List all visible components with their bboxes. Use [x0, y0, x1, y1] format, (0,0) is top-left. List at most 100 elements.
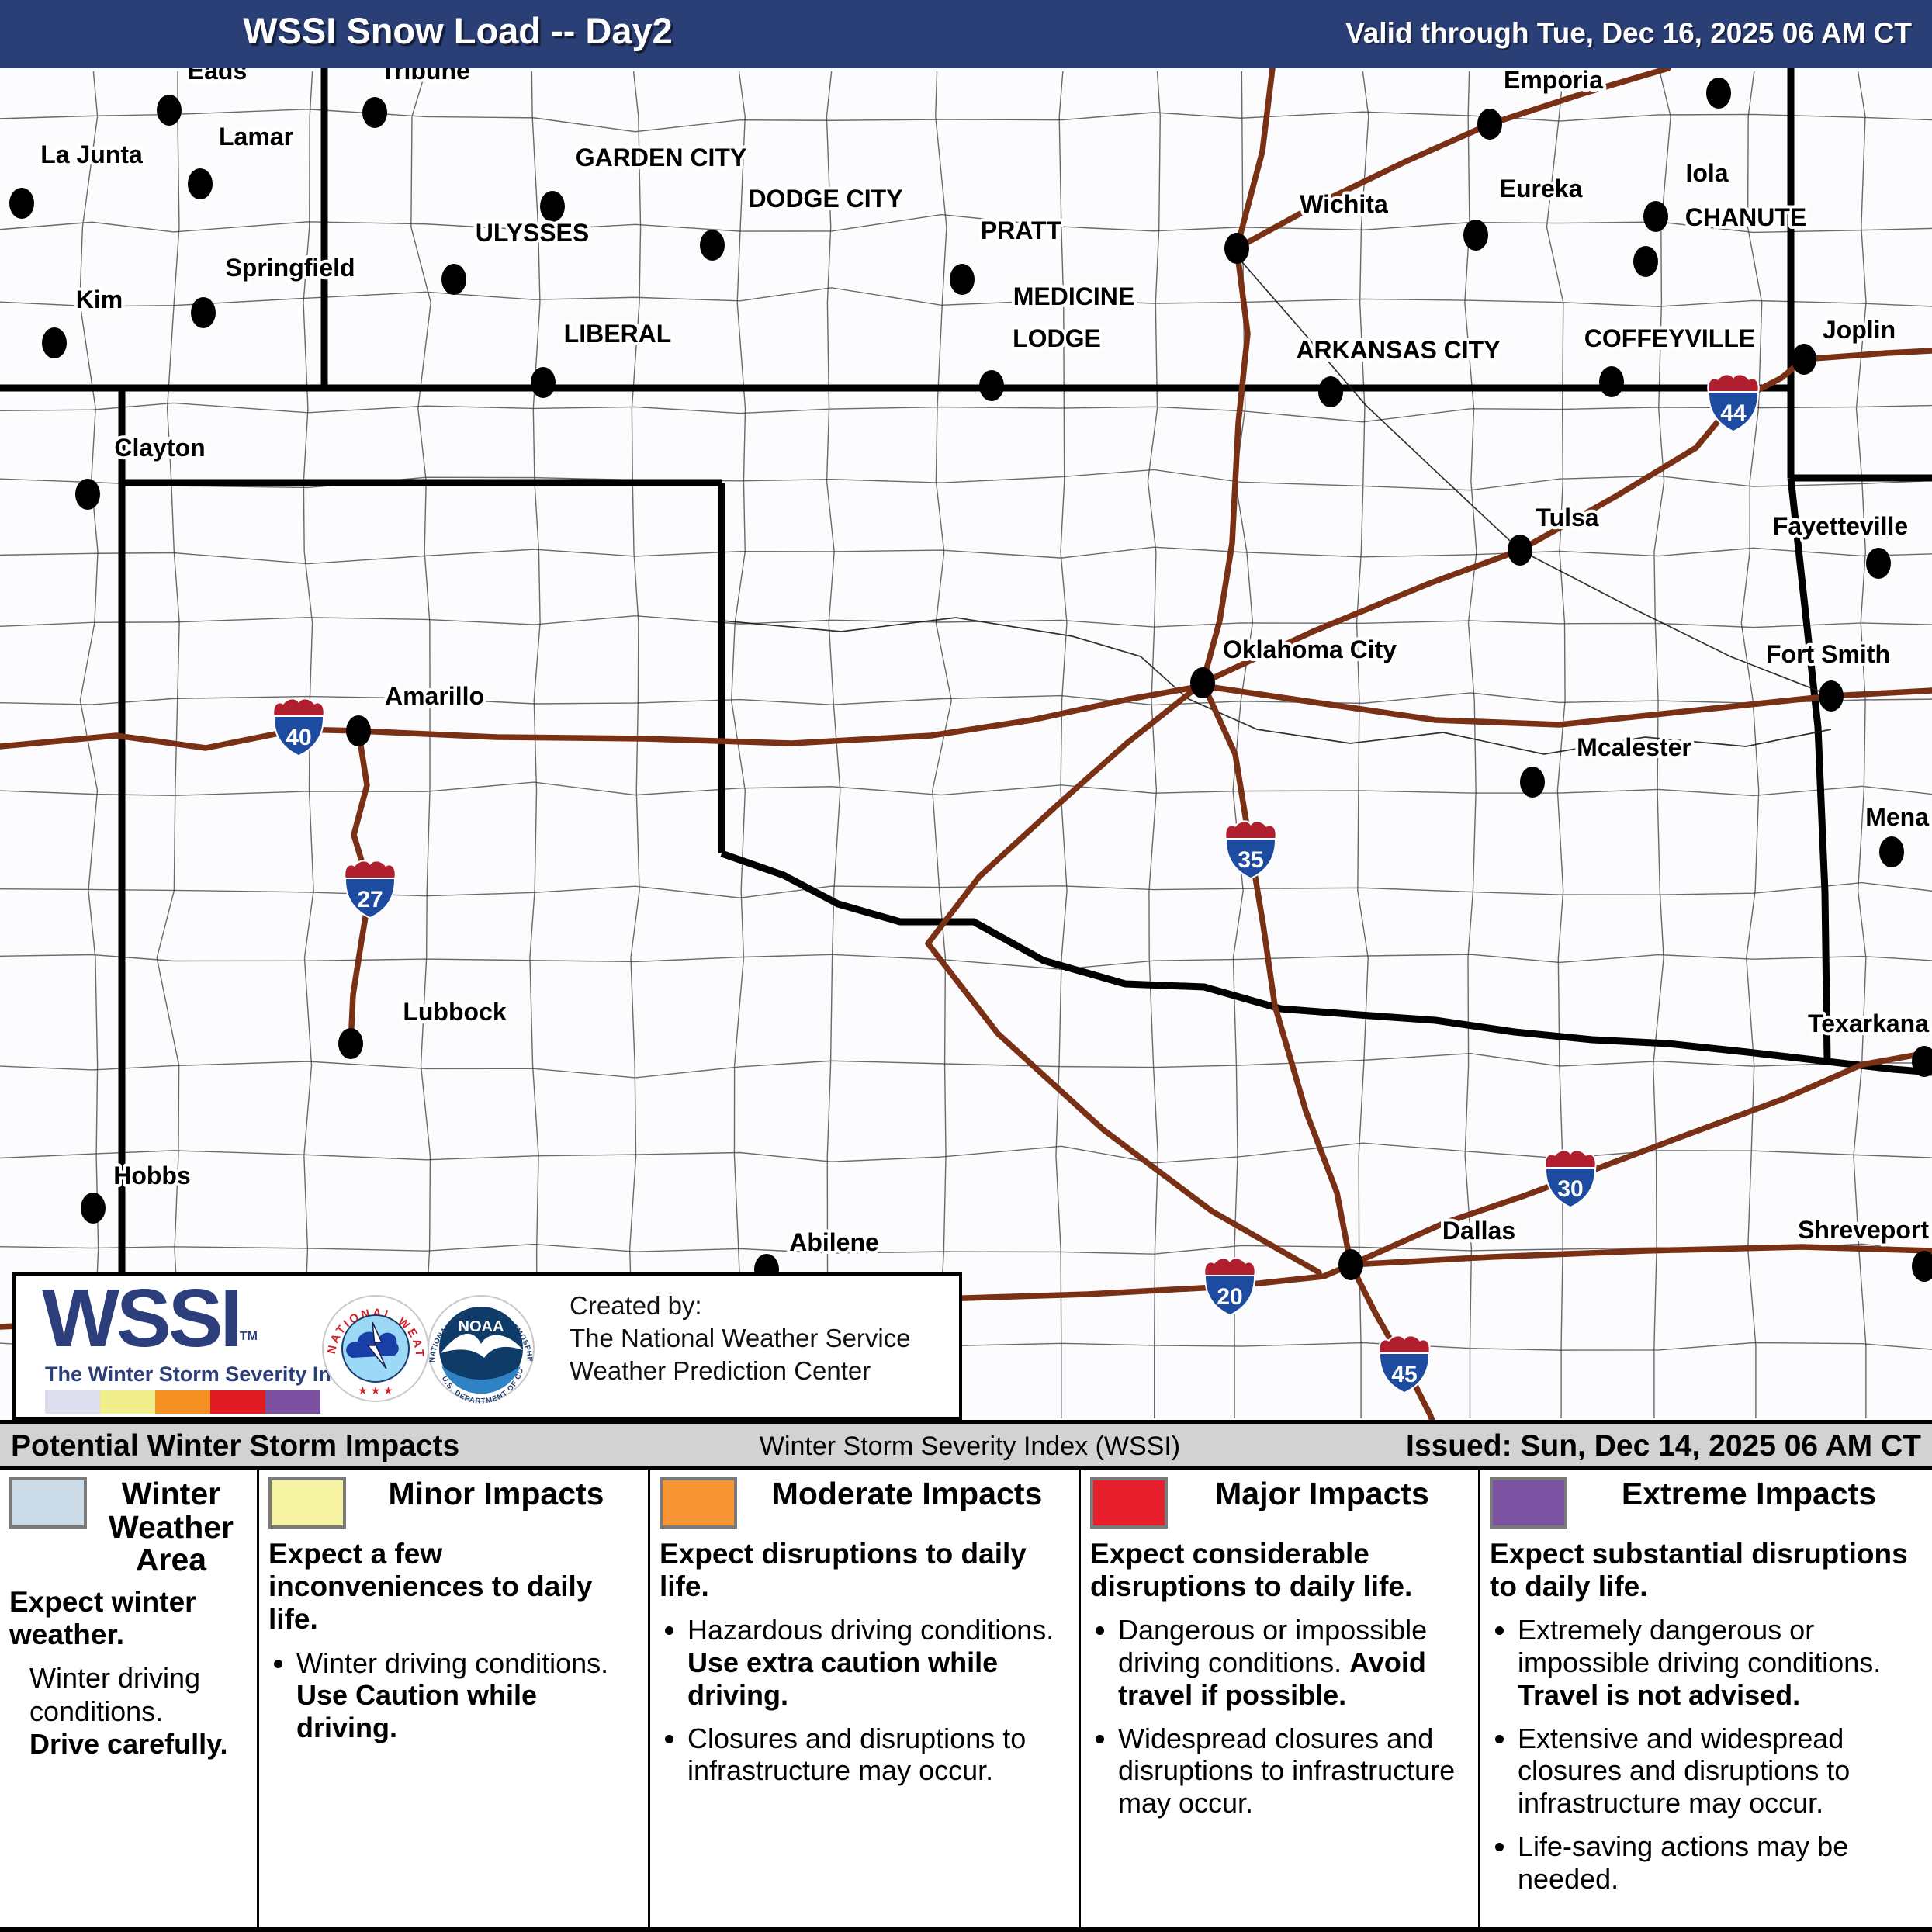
river-line	[721, 617, 1832, 755]
city-dot-pratt	[950, 264, 975, 295]
city-label: Lubbock	[403, 998, 507, 1026]
interstate-road	[1348, 1049, 1932, 1268]
legend-bullet: Closures and disruptions to infrastructu…	[687, 1723, 1068, 1788]
legend-column-major-impacts: Major Impacts Expect considerable disrupt…	[1079, 1470, 1478, 1927]
city-label: Lamar	[219, 123, 293, 151]
city-label: Amarillo	[385, 682, 484, 710]
interstate-shield-44: 44	[1707, 373, 1760, 432]
legend-bullet: Winter driving conditions. Use Caution w…	[296, 1647, 637, 1744]
legend-column-minor-impacts: Minor Impacts Expect a few inconveniences…	[257, 1470, 648, 1927]
svg-text:45: 45	[1391, 1362, 1417, 1387]
city-dot-arkansas-city	[1318, 376, 1343, 407]
city-dot-clayton	[75, 479, 100, 510]
legend-bullet: Life-saving actions may be needed.	[1518, 1830, 1921, 1896]
city-dot-eureka	[1463, 220, 1488, 251]
city-dot-liberal	[531, 367, 556, 398]
city-dot-ulysses	[441, 264, 466, 295]
interstate-shield-27: 27	[344, 860, 396, 919]
legend-column-winter-weather-area: Winter Weather Area Expect winter weather…	[0, 1470, 257, 1927]
city-label: Tribune	[380, 68, 470, 85]
interstate-shield-20: 20	[1203, 1257, 1256, 1316]
city-dot-wichita	[1224, 233, 1249, 264]
city-label: CHANUTE	[1685, 203, 1806, 231]
city-label: Eads	[188, 68, 247, 85]
issued-label: Issued: Sun, Dec 14, 2025 06 AM CT	[1406, 1429, 1921, 1463]
city-markers: Eads Tribune La Junta Lamar Springfield Kim Cl…	[9, 68, 1932, 1285]
city-label: Emporia	[1504, 68, 1603, 94]
legend-swatch	[1090, 1477, 1168, 1529]
state-border-line	[720, 850, 1932, 1076]
severity-color-cell	[210, 1390, 265, 1414]
legend-bullet: Widespread closures and disruptions to i…	[1118, 1723, 1467, 1819]
svg-text:27: 27	[357, 887, 383, 912]
wssi-severity-colorbar	[45, 1390, 320, 1414]
valid-through-label: Valid through Tue, Dec 16, 2025 06 AM CT	[1345, 17, 1912, 49]
legend-text: Expect disruptions to daily life.	[660, 1538, 1027, 1603]
city-label: La Junta	[40, 140, 143, 168]
city-label: Shreveport	[1798, 1216, 1929, 1244]
legend-bullet: Dangerous or impossible driving conditio…	[1118, 1614, 1467, 1711]
city-label: Joplin	[1823, 316, 1896, 344]
city-dot-la-junta	[9, 188, 34, 219]
legend-swatch	[1490, 1477, 1567, 1529]
interstate-shield-35: 35	[1224, 820, 1277, 879]
legend-swatch	[268, 1477, 346, 1529]
legend-bullet: Hazardous driving conditions. Use extra …	[687, 1614, 1068, 1711]
city-label: COFFEYVILLE	[1584, 324, 1755, 352]
city-label: Springfield	[225, 254, 355, 282]
city-label: PRATT	[981, 216, 1062, 244]
interstate-shields: 44 40 27 35 30 20 45	[272, 373, 1760, 1394]
severity-color-cell	[265, 1390, 320, 1414]
city-label: Abilene	[789, 1228, 879, 1256]
city-label: Kim	[76, 286, 123, 313]
severity-color-cell	[155, 1390, 210, 1414]
legend-text: Expect a few inconveniences to daily lif…	[268, 1538, 593, 1636]
interstate-shield-40: 40	[272, 698, 325, 757]
city-dot-fort-smith	[1819, 680, 1844, 712]
city-label: Iola	[1685, 159, 1728, 187]
interstate-road	[1200, 68, 1276, 686]
svg-text:40: 40	[286, 725, 311, 750]
interstate-road	[925, 680, 1322, 1276]
city-dot-hobbs	[81, 1193, 106, 1224]
wssi-map: 44 40 27 35 30 20 45 Eads Tribune La Junta Lamar S…	[0, 68, 1932, 1420]
city-label: ARKANSAS CITY	[1296, 336, 1500, 364]
svg-text:★ ★ ★: ★ ★ ★	[358, 1384, 393, 1397]
svg-text:44: 44	[1720, 400, 1747, 426]
city-dot-tulsa	[1508, 535, 1532, 566]
city-dot-garden-city	[540, 191, 565, 222]
city-dot-kim	[42, 327, 67, 358]
legend-text: Winter driving conditions. Drive carefull…	[29, 1662, 228, 1761]
city-dot-eads	[157, 95, 182, 126]
wssi-tagline: The Winter Storm Severity Index	[45, 1362, 368, 1386]
wssi-logo: WSSITM	[42, 1272, 258, 1364]
page-title: WSSI Snow Load -- Day2	[243, 10, 673, 51]
city-label: Mena	[1865, 803, 1929, 831]
city-dot-coffeyville	[1599, 366, 1624, 397]
interstate-road	[1200, 680, 1354, 1268]
interstate-road	[1200, 547, 1523, 686]
city-dot-medicine-lodge	[979, 370, 1004, 401]
wssi-subheading: Winter Storm Severity Index (WSSI)	[759, 1432, 1181, 1461]
city-dot-chanute	[1633, 246, 1658, 277]
legend-column-moderate-impacts: Moderate Impacts Expect disruptions to da…	[648, 1470, 1079, 1927]
legend-title: Extreme Impacts	[1621, 1476, 1877, 1511]
city-label: Texarkana	[1808, 1009, 1929, 1037]
city-dot	[1706, 78, 1731, 109]
issue-bar: Potential Winter Storm Impacts Winter St…	[0, 1420, 1932, 1470]
city-label: GARDEN CITY	[576, 144, 746, 171]
legend-text: Expect substantial disruptions to daily …	[1490, 1538, 1908, 1603]
created-by-line1: Created by:	[570, 1291, 702, 1320]
city-label: ULYSSES	[476, 219, 589, 247]
city-label: Clayton	[114, 434, 205, 462]
city-label: Mcalester	[1577, 733, 1691, 761]
city-label: Fayetteville	[1773, 512, 1908, 540]
city-dot-fayetteville	[1866, 548, 1891, 579]
city-dot-shreveport	[1912, 1251, 1932, 1282]
created-by-line3: Weather Prediction Center	[570, 1356, 871, 1385]
state-border-line	[1787, 477, 1831, 1062]
river-line	[1236, 255, 1832, 697]
city-dot-mcalester	[1520, 767, 1545, 798]
svg-text:35: 35	[1238, 847, 1263, 873]
severity-color-cell	[45, 1390, 100, 1414]
